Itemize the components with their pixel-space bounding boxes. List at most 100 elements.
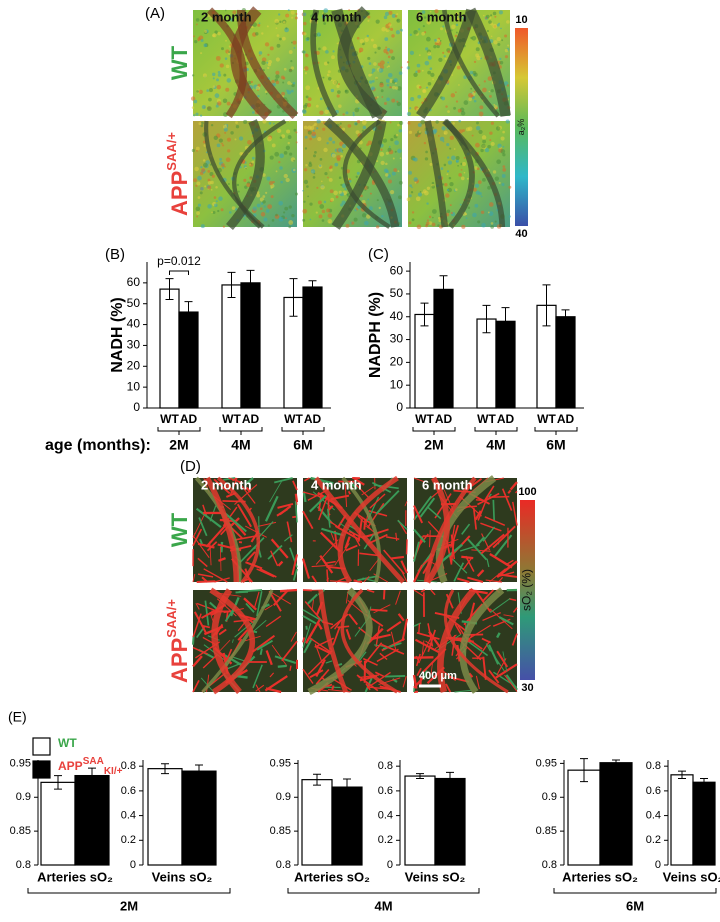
speckle (438, 219, 441, 222)
speckle (490, 14, 492, 16)
y-tick-label: 20 (127, 358, 141, 372)
vessel (194, 533, 196, 534)
x-axis-label: Veins sO₂ (405, 869, 466, 884)
speckle (497, 24, 500, 27)
speckle (384, 102, 387, 105)
speckle (203, 163, 208, 168)
bar (556, 317, 575, 408)
group-bracket (288, 888, 479, 893)
speckle (418, 28, 420, 30)
speckle (453, 107, 456, 110)
speckle (478, 130, 482, 134)
speckle (450, 136, 454, 140)
speckle (216, 78, 219, 81)
speckle (269, 122, 272, 125)
speckle (204, 30, 207, 33)
speckle (502, 131, 505, 134)
image-tile (407, 9, 511, 116)
speckle (491, 142, 495, 146)
speckle (274, 19, 279, 24)
bar (222, 285, 241, 408)
speckle (288, 135, 292, 139)
speckle (462, 129, 465, 132)
speckle (449, 182, 453, 186)
speckle (508, 186, 511, 189)
speckle (501, 136, 505, 140)
bar (434, 289, 453, 408)
speckle (470, 37, 472, 39)
speckle (386, 79, 390, 83)
x-tick-label: WT (160, 412, 179, 426)
speckle (320, 158, 323, 161)
speckle (207, 106, 212, 111)
speckle (442, 25, 444, 27)
row-label-text: WT (167, 45, 192, 80)
annotation: p=0.012 (157, 254, 201, 268)
colorbar-tick-label: 40 (515, 228, 527, 240)
speckle (418, 193, 422, 197)
speckle (280, 136, 283, 139)
speckle (470, 71, 474, 75)
speckle (283, 211, 285, 213)
speckle (363, 126, 367, 130)
speckle (379, 83, 384, 88)
speckle (291, 17, 293, 19)
speckle (427, 187, 430, 190)
y-tick-label: 0.6 (378, 785, 393, 797)
speckle (433, 45, 436, 48)
speckle (230, 131, 233, 134)
speckle (332, 50, 334, 52)
speckle (261, 32, 263, 34)
speckle (311, 169, 315, 173)
speckle (374, 51, 376, 53)
speckle (337, 43, 339, 45)
speckle (385, 173, 388, 176)
speckle (372, 68, 376, 72)
bar (148, 769, 182, 865)
speckle (397, 170, 399, 172)
speckle (479, 105, 483, 109)
speckle (267, 25, 269, 27)
speckle (227, 138, 231, 142)
speckle (304, 69, 306, 71)
speckle (427, 219, 429, 221)
speckle (387, 84, 389, 86)
speckle (257, 204, 261, 208)
y-tick-label: 10 (127, 379, 141, 393)
speckle (198, 122, 201, 125)
speckle (447, 110, 450, 113)
speckle (288, 220, 293, 225)
speckle (384, 37, 388, 41)
speckle (257, 24, 260, 27)
speckle (429, 163, 432, 166)
speckle (200, 52, 202, 54)
bar (405, 776, 435, 865)
x-axis-label: age (months): (45, 437, 151, 454)
speckle (408, 171, 412, 175)
speckle (447, 156, 449, 158)
speckle (396, 13, 398, 15)
speckle (441, 126, 445, 130)
speckle (314, 151, 317, 154)
speckle (306, 95, 309, 98)
speckle (461, 225, 465, 229)
speckle (243, 179, 246, 182)
speckle (287, 81, 291, 85)
speckle (329, 221, 331, 223)
speckle (262, 195, 265, 198)
image-tile (407, 119, 512, 229)
speckle (432, 182, 435, 185)
x-tick-label: AD (497, 412, 515, 426)
speckle (379, 152, 384, 157)
speckle (264, 218, 268, 222)
speckle (445, 193, 449, 197)
speckle (221, 143, 223, 145)
speckle (267, 137, 272, 142)
y-tick-label: 0.4 (121, 809, 136, 821)
speckle (302, 219, 305, 222)
speckle (456, 32, 458, 34)
speckle (447, 189, 449, 191)
speckle (468, 97, 472, 101)
speckle (488, 91, 490, 93)
speckle (328, 77, 332, 81)
